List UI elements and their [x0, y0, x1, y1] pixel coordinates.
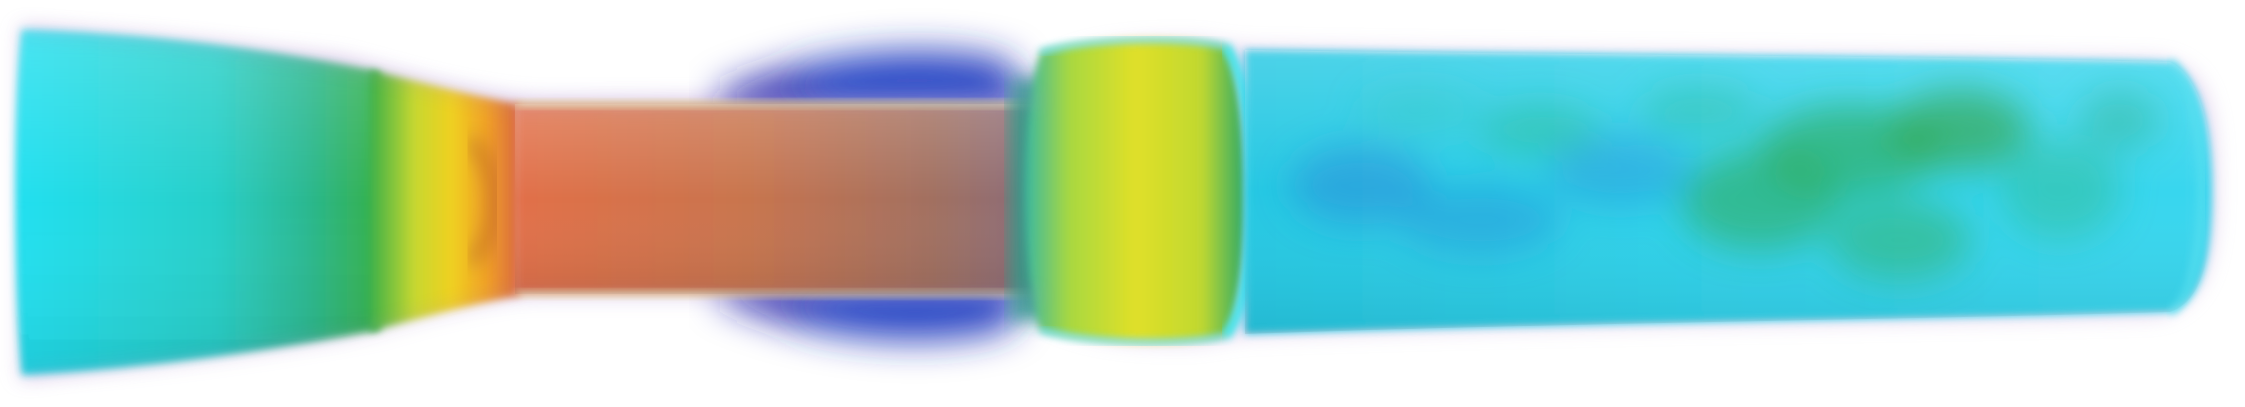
- shock-disc: [1025, 36, 1258, 346]
- turbulent-patches: [1290, 85, 2160, 280]
- duct-outlet-rim: [2167, 58, 2206, 316]
- nozzle-contraction: [370, 70, 520, 332]
- outline-fringe: [21, 27, 1041, 378]
- inlet-reservoir: [15, 30, 380, 375]
- throat-core: [515, 100, 1035, 298]
